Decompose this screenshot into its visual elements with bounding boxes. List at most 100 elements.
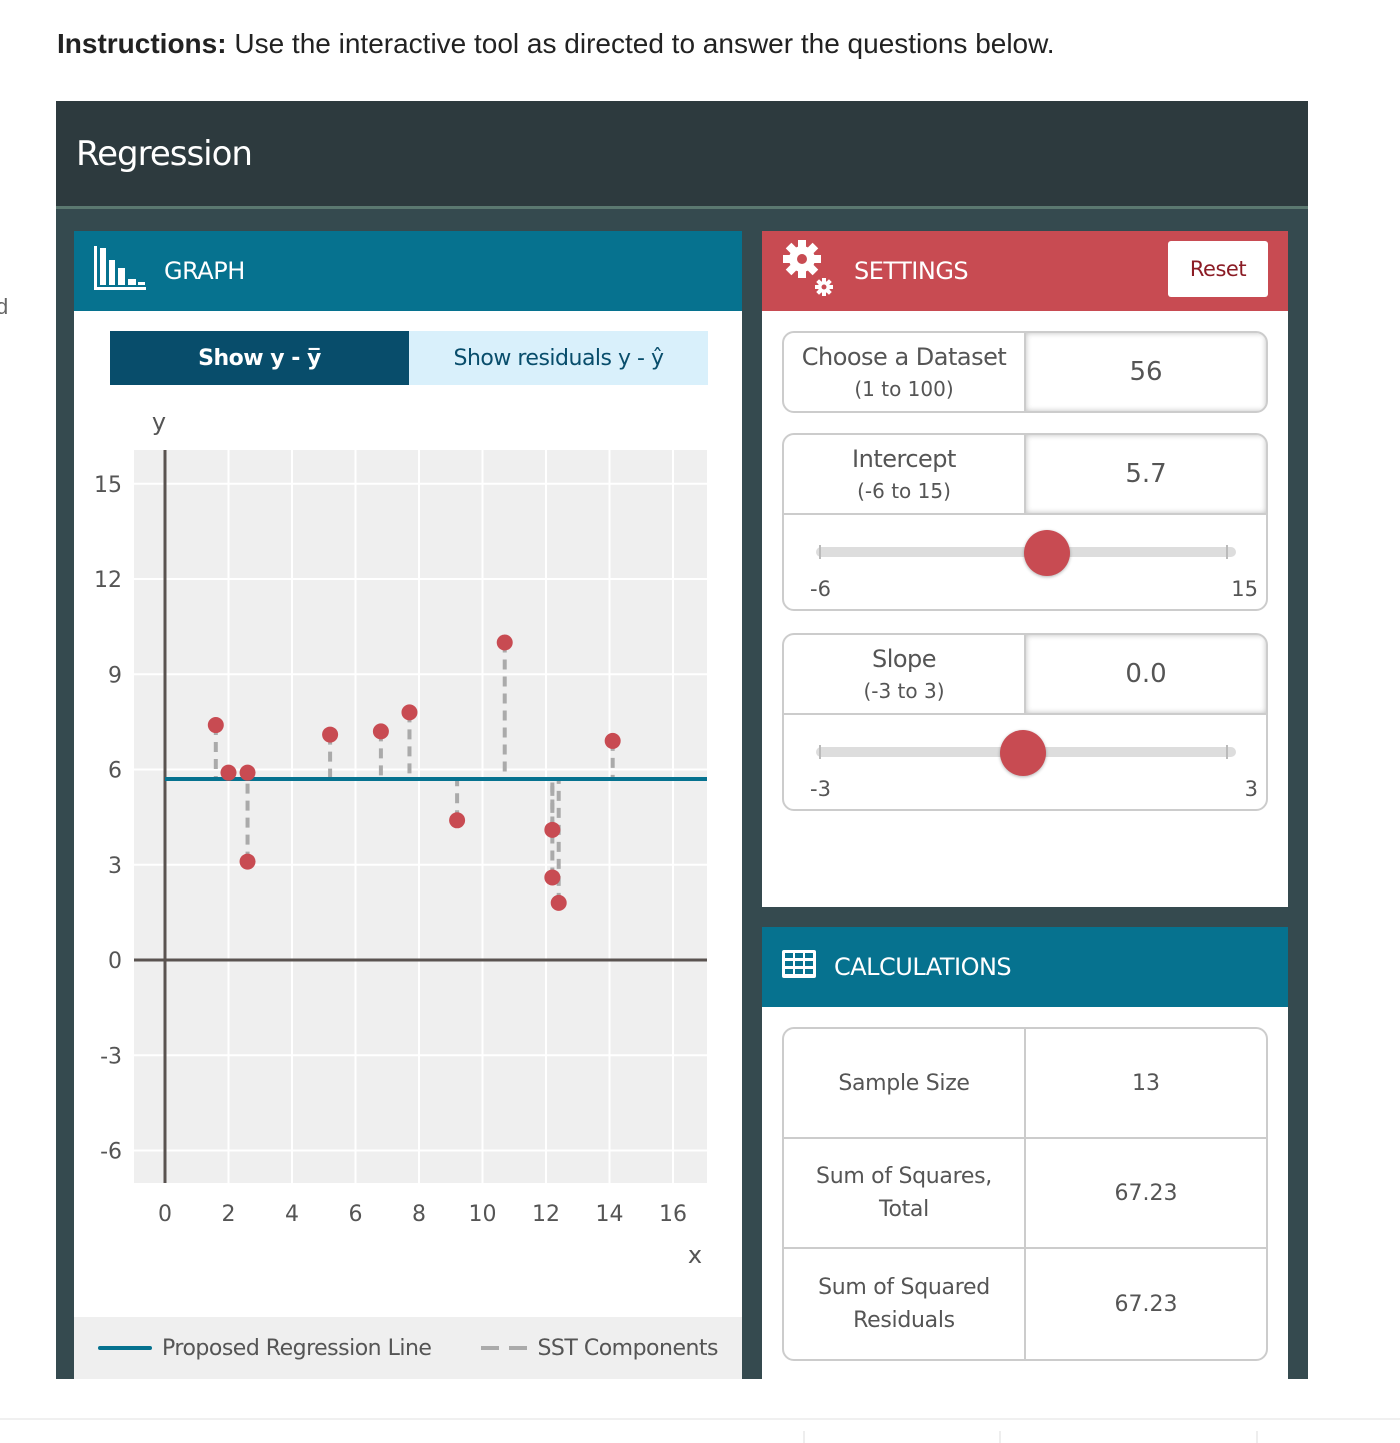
instructions-body: Use the interactive tool as directed to …: [226, 28, 1055, 59]
bar-chart-icon: [94, 244, 146, 298]
settings-title: SETTINGS: [854, 257, 969, 285]
plot-area: [134, 450, 707, 1183]
slope-min-label: -3: [810, 777, 831, 801]
slider-max-tick: [1226, 545, 1228, 559]
divider-tick: [803, 1431, 805, 1443]
data-point: [220, 764, 237, 781]
graph-header: GRAPH: [74, 231, 742, 311]
app-header: Regression: [56, 101, 1308, 209]
data-point: [496, 634, 513, 651]
intercept-min-label: -6: [810, 577, 831, 601]
x-tick-label: 6: [349, 1202, 363, 1227]
data-point: [322, 726, 339, 743]
y-tick-label: 12: [94, 568, 122, 593]
intercept-slider-thumb[interactable]: [1024, 530, 1070, 576]
y-tick-label: 9: [108, 663, 122, 688]
slope-max-label: 3: [1244, 777, 1258, 801]
show-y-minus-ybar-button[interactable]: Show y - y̅: [110, 331, 409, 385]
scatter-plot: -6 -3 0 3 6 9 12 15 0 2 4 6 8 10 12 14 16 y x: [94, 408, 707, 1269]
x-tick-label: 0: [158, 1202, 172, 1227]
graph-title: GRAPH: [164, 257, 245, 285]
sample-size-label: Sample Size: [784, 1029, 1026, 1137]
sst-dash-swatch: [481, 1346, 528, 1350]
x-tick-label: 16: [659, 1202, 687, 1227]
x-tick-label: 12: [532, 1202, 560, 1227]
graph-legend: Proposed Regression Line SST Components: [74, 1317, 742, 1379]
dataset-label-text: Choose a Dataset: [801, 343, 1007, 371]
graph-panel: GRAPH Show y - y̅ Show residuals y - ŷ -…: [74, 231, 742, 1379]
x-tick-label: 2: [222, 1202, 236, 1227]
divider-tick: [999, 1431, 1001, 1443]
calculations-panel: CALCULATIONS Sample Size 13 Sum of Squar…: [762, 927, 1288, 1379]
reset-button[interactable]: Reset: [1168, 241, 1268, 297]
intercept-field: Intercept (-6 to 15) 5.7 -6 15: [782, 433, 1268, 611]
intercept-max-label: 15: [1231, 577, 1258, 601]
show-residuals-button[interactable]: Show residuals y - ŷ: [409, 331, 708, 385]
intercept-range-text: (-6 to 15): [857, 479, 951, 503]
x-tick-label: 14: [596, 1202, 624, 1227]
page-divider: [0, 1418, 1400, 1420]
y-tick-label: -6: [100, 1140, 122, 1165]
calculations-header: CALCULATIONS: [762, 927, 1288, 1007]
settings-header: SETTINGS Reset: [762, 231, 1288, 311]
slope-label-text: Slope: [871, 645, 937, 673]
table-row: Sample Size 13: [784, 1029, 1266, 1137]
y-tick-label: 15: [94, 473, 122, 498]
clipped-text-fragment: d: [0, 294, 9, 319]
data-point: [550, 894, 567, 911]
data-point: [239, 853, 256, 870]
legend-sst-label: SST Components: [537, 1335, 719, 1361]
intercept-label-text: Intercept: [852, 445, 956, 473]
intercept-label: Intercept (-6 to 15): [784, 435, 1026, 513]
instructions-text: Instructions: Use the interactive tool a…: [57, 28, 1055, 60]
sst-label: Sum of Squares, Total: [784, 1139, 1026, 1247]
calculations-table: Sample Size 13 Sum of Squares, Total 67.…: [782, 1027, 1268, 1361]
y-axis-label: y: [152, 408, 166, 436]
y-tick-label: 6: [108, 759, 122, 784]
slope-slider-thumb[interactable]: [1000, 730, 1046, 776]
data-point: [207, 717, 224, 734]
ssr-label: Sum of Squared Residuals: [784, 1249, 1026, 1359]
data-point: [372, 723, 389, 740]
slope-range-text: (-3 to 3): [863, 679, 945, 703]
table-row: Sum of Squared Residuals 67.23: [784, 1247, 1266, 1359]
view-toggle: Show y - y̅ Show residuals y - ŷ: [110, 331, 708, 385]
slope-input[interactable]: 0.0: [1026, 635, 1266, 713]
x-tick-label: 8: [412, 1202, 426, 1227]
intercept-input[interactable]: 5.7: [1026, 435, 1266, 513]
data-point: [401, 704, 418, 721]
data-point: [239, 764, 256, 781]
y-tick-label: 0: [108, 949, 122, 974]
slope-slider[interactable]: -3 3: [784, 713, 1266, 809]
gears-icon: [782, 237, 836, 305]
x-tick-label: 4: [285, 1202, 299, 1227]
data-point: [449, 812, 466, 829]
dataset-label: Choose a Dataset (1 to 100): [784, 333, 1026, 411]
settings-panel: SETTINGS Reset Choose a Dataset (1 to 10…: [762, 231, 1288, 907]
data-point: [544, 821, 561, 838]
ssr-value: 67.23: [1114, 1291, 1178, 1317]
app-title: Regression: [76, 133, 253, 174]
data-point: [544, 869, 561, 886]
slope-field: Slope (-3 to 3) 0.0 -3 3: [782, 633, 1268, 811]
y-tick-label: 3: [108, 854, 122, 879]
slider-min-tick: [819, 745, 821, 759]
sst-value: 67.23: [1114, 1180, 1178, 1206]
table-icon: [782, 950, 816, 984]
x-tick-label: 10: [469, 1202, 497, 1227]
instructions-label: Instructions:: [57, 28, 227, 59]
slider-min-tick: [819, 545, 821, 559]
regression-line-swatch: [98, 1346, 152, 1350]
dataset-range-text: (1 to 100): [854, 377, 954, 401]
legend-regression-label: Proposed Regression Line: [162, 1335, 432, 1361]
sample-size-value: 13: [1132, 1070, 1160, 1096]
divider-tick: [1256, 1431, 1258, 1443]
data-point: [604, 732, 621, 749]
dataset-input[interactable]: 56: [1026, 333, 1266, 411]
table-row: Sum of Squares, Total 67.23: [784, 1137, 1266, 1247]
x-axis-label: x: [688, 1241, 702, 1269]
intercept-slider[interactable]: -6 15: [784, 513, 1266, 609]
slope-label: Slope (-3 to 3): [784, 635, 1026, 713]
calculations-title: CALCULATIONS: [834, 953, 1012, 981]
y-tick-label: -3: [100, 1044, 122, 1069]
